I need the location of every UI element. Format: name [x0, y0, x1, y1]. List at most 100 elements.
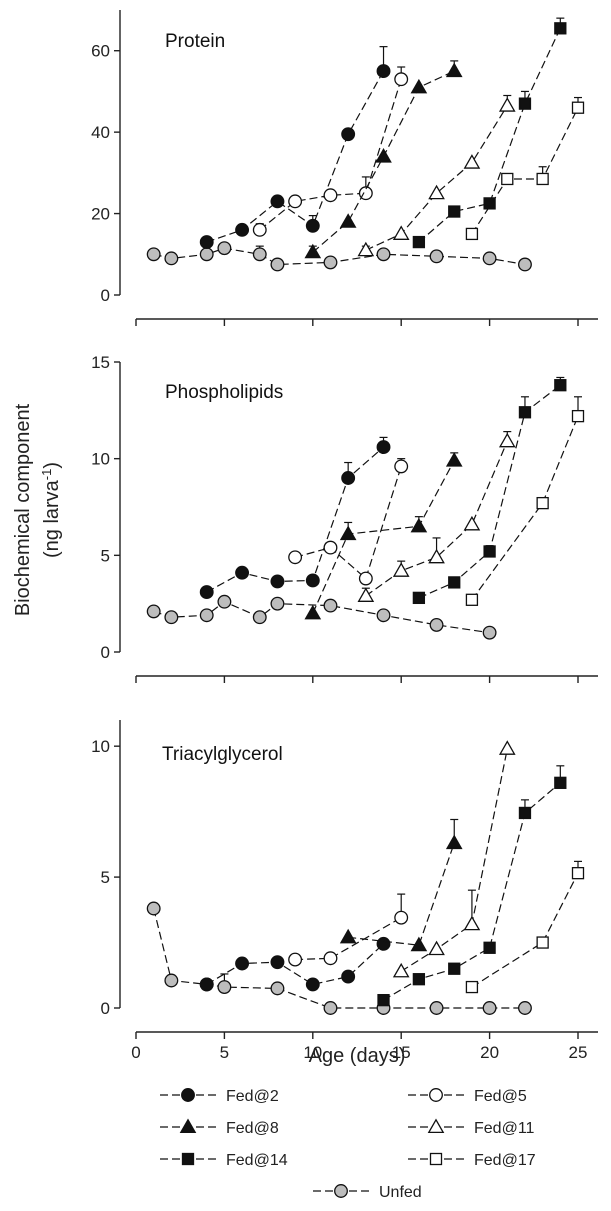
data-point: [323, 951, 338, 966]
data-point: [376, 247, 391, 262]
data-point: [428, 184, 445, 200]
series-line: [153, 601, 490, 634]
data-point: [554, 22, 567, 35]
data-point: [339, 213, 357, 228]
data-point: [235, 222, 250, 237]
data-point: [323, 1001, 338, 1015]
legend-item-fed-at-5: Fed@5: [408, 1088, 527, 1105]
data-point: [536, 496, 549, 510]
data-point: [146, 604, 161, 619]
data-point: [392, 225, 410, 240]
data-point: [428, 940, 445, 956]
series-fed-at-11: [357, 94, 516, 257]
data-point: [445, 452, 463, 467]
data-point: [392, 562, 410, 577]
data-point: [483, 545, 496, 558]
data-point: [571, 409, 585, 423]
legend-item-fed-at-2: Fed@2: [160, 1088, 279, 1105]
data-point: [270, 596, 285, 611]
data-point: [199, 235, 214, 250]
data-point: [358, 571, 373, 586]
series-line: [365, 105, 508, 251]
panel-3: 0 5 10 0 5 10 15 20 25 Triacylglycerol: [91, 720, 598, 1062]
y-tick-label: 0: [101, 643, 110, 662]
data-point: [445, 62, 463, 78]
series-line: [418, 28, 561, 243]
series-line: [206, 70, 385, 243]
data-point: [323, 598, 338, 613]
data-point: [217, 241, 232, 256]
data-point: [164, 251, 179, 266]
series-fed-at-8: [304, 60, 463, 259]
data-point: [235, 956, 250, 971]
y-axis-title: Biochemical component: [12, 403, 34, 616]
data-point: [146, 901, 161, 916]
data-point: [554, 776, 567, 789]
data-point: [288, 550, 303, 565]
legend-label: Fed@14: [226, 1152, 288, 1169]
data-point: [270, 955, 285, 970]
data-point: [518, 406, 532, 419]
y-tick-label: 40: [91, 123, 110, 142]
legend-item-fed-at-14: Fed@14: [160, 1152, 288, 1169]
data-point: [341, 969, 356, 984]
data-point: [412, 235, 426, 249]
series-line: [471, 415, 579, 601]
x-tick-label: 5: [220, 1043, 229, 1062]
data-point: [341, 471, 356, 485]
series-fed-at-11: [392, 740, 516, 978]
data-point: [304, 604, 322, 620]
series-fed-at-14: [377, 765, 567, 1007]
y-tick-label: 5: [101, 868, 110, 887]
data-point: [498, 432, 516, 448]
data-point: [428, 548, 445, 564]
series-fed-at-17: [465, 96, 585, 241]
series-fed-at-14: [412, 376, 567, 605]
data-point: [394, 72, 409, 87]
data-point: [463, 515, 481, 531]
data-point: [498, 97, 516, 112]
data-point: [270, 257, 285, 272]
data-point: [323, 540, 338, 555]
data-point: [305, 218, 320, 233]
data-point: [217, 594, 232, 609]
data-point: [483, 941, 496, 954]
data-point: [288, 194, 303, 209]
legend-marker: [181, 1152, 195, 1166]
legend-item-fed-at-17: Fed@17: [408, 1152, 536, 1169]
legend-label: Fed@5: [474, 1088, 527, 1105]
data-point: [536, 936, 549, 949]
chart-panels: 0 20 40 60 Protein 0 5 10 15 Phospholipids 0 5 10 0 5 1…: [91, 10, 598, 1062]
legend-marker: [429, 1152, 443, 1166]
legend-label: Fed@8: [226, 1120, 279, 1137]
x-tick-label: 25: [569, 1043, 588, 1062]
data-point: [323, 188, 338, 203]
y-tick-label: 60: [91, 42, 110, 61]
data-point: [146, 247, 161, 262]
y-axis-units-main: (ng larva: [41, 479, 63, 558]
panel-1: 0 20 40 60 Protein: [91, 10, 598, 326]
data-point: [498, 740, 516, 755]
data-point: [339, 525, 357, 541]
y-tick-label: 5: [101, 546, 110, 565]
x-tick-label: 15: [392, 1043, 411, 1062]
data-point: [571, 867, 585, 880]
data-point: [518, 257, 532, 272]
series-fed-at-17: [465, 860, 585, 994]
data-point: [376, 440, 391, 455]
data-point: [465, 227, 479, 241]
data-point: [554, 379, 567, 392]
series-fed-at-17: [465, 396, 585, 606]
x-tick-label: 0: [131, 1043, 140, 1062]
data-point: [448, 576, 461, 589]
data-point: [217, 980, 232, 995]
data-point: [448, 962, 461, 975]
series-line: [295, 917, 402, 961]
y-tick-label: 10: [91, 450, 110, 469]
series-line: [206, 943, 384, 986]
series-line: [206, 446, 384, 593]
data-point: [412, 591, 426, 605]
data-point: [394, 910, 409, 925]
series-line: [153, 908, 525, 1009]
